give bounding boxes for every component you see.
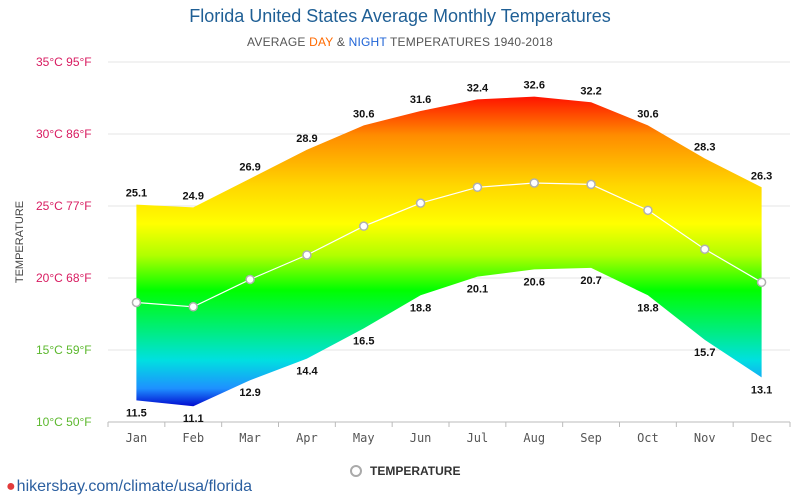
day-value-label: 32.6: [524, 80, 545, 92]
average-temperature-point: [245, 274, 255, 285]
night-value-label: 16.5: [353, 335, 374, 347]
x-tick-label: Apr: [296, 431, 318, 445]
chart-legend[interactable]: TEMPERATURE: [350, 464, 460, 478]
legend-marker-icon: [350, 465, 362, 477]
day-value-label: 31.6: [410, 94, 431, 106]
average-temperature-point: [359, 221, 369, 231]
night-value-label: 20.7: [580, 275, 601, 287]
chart-subtitle: AVERAGE DAY & NIGHT TEMPERATURES 1940-20…: [0, 35, 800, 49]
x-tick-label: Aug: [523, 431, 545, 445]
x-tick-label: Sep: [580, 431, 602, 445]
average-temperature-point: [302, 250, 312, 260]
x-tick-label: Jun: [410, 431, 432, 445]
chart-title: Florida United States Average Monthly Te…: [189, 6, 611, 26]
night-value-label: 18.8: [410, 302, 431, 314]
source-url: hikersbay.com/climate/usa/florida: [16, 478, 253, 495]
day-value-label: 30.6: [637, 108, 658, 120]
y-tick-label: 25°C 77°F: [36, 199, 92, 213]
night-value-label: 15.7: [694, 347, 715, 359]
x-tick-label: Mar: [239, 431, 261, 445]
average-temperature-point: [586, 179, 596, 190]
y-tick-label: 35°C 95°F: [36, 55, 92, 69]
subtitle-night: NIGHT: [348, 35, 387, 49]
day-value-label: 30.6: [353, 108, 374, 120]
night-value-label: 11.1: [183, 413, 204, 425]
day-value-label: 28.3: [694, 141, 715, 153]
x-tick-label: Feb: [182, 431, 204, 445]
map-pin-icon: ●: [6, 478, 16, 495]
average-temperature-point: [188, 302, 198, 312]
night-value-label: 13.1: [751, 384, 772, 396]
night-value-label: 20.1: [467, 284, 488, 296]
night-value-label: 20.6: [524, 276, 545, 288]
average-temperature-point: [529, 178, 539, 188]
x-tick-label: Nov: [694, 431, 716, 445]
legend-label: TEMPERATURE: [370, 464, 461, 478]
day-value-label: 26.9: [239, 162, 260, 174]
source-link[interactable]: ●hikersbay.com/climate/usa/florida: [6, 478, 252, 496]
x-tick-label: Jul: [467, 431, 489, 445]
day-value-label: 28.9: [296, 133, 317, 145]
day-value-label: 25.1: [126, 188, 147, 200]
average-temperature-point: [756, 277, 767, 288]
day-value-label: 26.3: [751, 170, 772, 182]
average-temperature-point: [131, 297, 142, 308]
y-tick-label: 10°C 50°F: [36, 415, 92, 429]
y-tick-label: 30°C 86°F: [36, 127, 92, 141]
y-tick-label: 20°C 68°F: [36, 271, 92, 285]
average-temperature-point: [472, 182, 483, 193]
y-tick-label: 15°C 59°F: [36, 343, 92, 357]
x-tick-label: May: [353, 431, 375, 445]
average-temperature-point: [415, 198, 426, 208]
x-tick-label: Dec: [751, 431, 773, 445]
night-value-label: 11.5: [126, 407, 147, 419]
night-value-label: 14.4: [296, 366, 318, 378]
night-value-label: 18.8: [637, 302, 658, 314]
subtitle-day: DAY: [309, 35, 334, 49]
average-temperature-point: [643, 205, 653, 216]
day-value-label: 32.2: [580, 85, 601, 97]
x-tick-label: Jan: [126, 431, 148, 445]
average-temperature-line: [136, 182, 762, 308]
average-temperature-point: [700, 244, 710, 254]
day-value-label: 32.4: [467, 82, 489, 94]
day-night-area: [136, 96, 762, 407]
subtitle-suffix: TEMPERATURES 1940-2018: [386, 35, 553, 49]
x-tick-label: Oct: [637, 431, 659, 445]
subtitle-prefix: AVERAGE: [247, 35, 310, 49]
night-value-label: 12.9: [239, 387, 260, 399]
subtitle-amp: &: [333, 35, 349, 49]
day-value-label: 24.9: [183, 190, 204, 202]
